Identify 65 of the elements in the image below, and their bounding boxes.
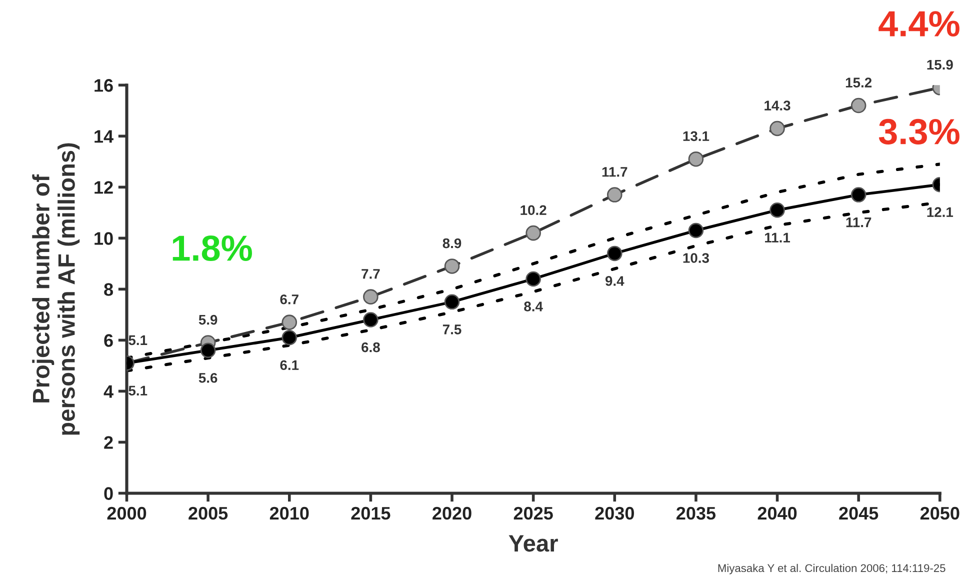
x-axis-title: Year bbox=[508, 535, 558, 552]
data-label: 13.1 bbox=[683, 131, 710, 142]
data-label: 7.5 bbox=[442, 324, 462, 334]
x-tick-label: 2050 bbox=[920, 506, 960, 520]
point bbox=[526, 225, 541, 241]
data-label: 15.2 bbox=[846, 78, 872, 88]
text: 4.4% bbox=[878, 11, 960, 37]
y-tick-label: 4 bbox=[104, 385, 114, 398]
data-label: 8.4 bbox=[524, 302, 543, 312]
data-label: 5.6 bbox=[198, 372, 218, 383]
y-tick-label: 12 bbox=[94, 181, 113, 194]
annotation: 1.8% bbox=[172, 235, 252, 262]
point bbox=[526, 271, 541, 287]
x-tick-label: 2005 bbox=[188, 506, 228, 520]
x-tick-label: 2045 bbox=[839, 506, 878, 520]
point bbox=[688, 151, 704, 167]
y-tick-label: 6 bbox=[104, 334, 113, 347]
point bbox=[444, 258, 460, 274]
data-label: 7.7 bbox=[362, 269, 380, 279]
data-label: 11.7 bbox=[846, 218, 872, 228]
x-tick-label: 2035 bbox=[676, 506, 716, 520]
data-label: 10.3 bbox=[683, 253, 709, 263]
data-label: 6.8 bbox=[362, 342, 380, 352]
y-tick-label: 16 bbox=[94, 79, 113, 92]
data-label: 5.1 bbox=[128, 335, 148, 346]
data-label: 10.2 bbox=[520, 205, 546, 216]
data-label: 11.7 bbox=[602, 167, 628, 177]
data-label: 15.9 bbox=[927, 60, 953, 70]
data-label: 14.3 bbox=[764, 100, 790, 110]
data-label: 11.1 bbox=[765, 232, 790, 242]
annotation: 3.3% bbox=[878, 118, 960, 144]
y-tick-label: 14 bbox=[94, 130, 114, 143]
point bbox=[200, 342, 216, 358]
point bbox=[770, 120, 785, 136]
point bbox=[444, 294, 460, 310]
point bbox=[688, 222, 704, 238]
data-label: 5.1 bbox=[128, 386, 148, 396]
text: Miyasaka Y et al. Circulation 2006; 114:119-25 bbox=[718, 564, 946, 574]
data-label: 6.1 bbox=[280, 360, 299, 370]
point bbox=[363, 289, 378, 304]
point bbox=[607, 246, 622, 262]
point bbox=[607, 187, 622, 202]
data-label: 5.9 bbox=[198, 314, 218, 325]
x-tick-label: 2040 bbox=[758, 506, 797, 520]
data-label: 12.1 bbox=[927, 207, 954, 217]
y-axis-title: Projected number of persons with AF (millions) bbox=[32, 143, 80, 435]
x-tick-label: 2030 bbox=[595, 506, 634, 520]
point bbox=[363, 312, 378, 328]
data-label: 9.4 bbox=[605, 276, 624, 286]
x-tick-label: 2015 bbox=[351, 506, 390, 520]
x-tick-label: 2025 bbox=[514, 506, 553, 520]
y-tick-label: 10 bbox=[94, 232, 113, 245]
point bbox=[850, 98, 866, 114]
y-tick-label: 8 bbox=[104, 283, 114, 296]
x-tick-label: 2020 bbox=[432, 506, 472, 520]
x-tick-label: 2000 bbox=[107, 506, 146, 520]
y-tick-label: 0 bbox=[104, 487, 113, 500]
point bbox=[850, 187, 866, 202]
x-tick-label: 2010 bbox=[270, 506, 309, 520]
data-label: 6.7 bbox=[280, 294, 298, 304]
data-label: 8.9 bbox=[442, 238, 462, 248]
point bbox=[282, 314, 298, 330]
point bbox=[770, 202, 785, 218]
y-tick-label: 2 bbox=[104, 436, 113, 449]
point bbox=[282, 330, 298, 346]
